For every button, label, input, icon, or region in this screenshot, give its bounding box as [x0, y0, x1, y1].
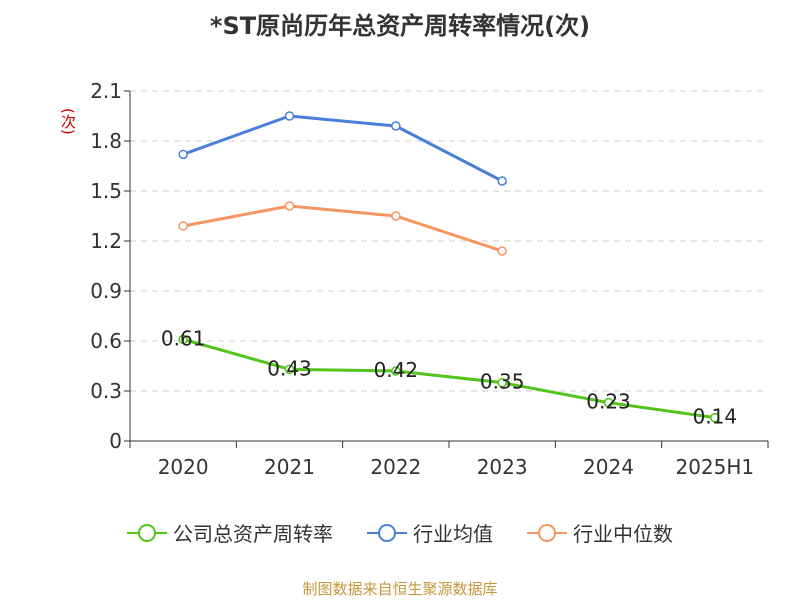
series-line-0: [182, 337, 716, 420]
data-point: [497, 377, 507, 388]
data-label: 0.23: [586, 390, 631, 414]
data-source: 制图数据来自恒生聚源数据库: [302, 580, 498, 598]
data-label: 0.42: [374, 358, 419, 382]
chart-title: *ST原尚历年总资产周转率情况(次): [209, 12, 591, 40]
data-label: 0.43: [267, 356, 312, 380]
y-axis-label: (次): [59, 108, 77, 135]
y-tick-label: 0.9: [90, 279, 122, 303]
data-point: [178, 149, 188, 160]
data-point: [391, 366, 401, 376]
data-point: [497, 246, 507, 256]
y-tick-label: 0.3: [90, 379, 122, 403]
y-tick-label: 2.1: [90, 79, 122, 103]
y-tick-label: 1.2: [90, 229, 122, 253]
legend-marker-icon: [527, 523, 567, 542]
data-point: [497, 176, 507, 186]
x-tick-label: 2021: [264, 455, 315, 479]
data-point: [603, 397, 614, 408]
legend-marker-icon: [127, 523, 167, 542]
legend-item[interactable]: 行业均值: [367, 518, 493, 547]
series-line-1: [182, 114, 503, 183]
data-label: 0.14: [693, 405, 738, 429]
x-tick-label: 2024: [583, 455, 634, 479]
legend-item[interactable]: 公司总资产周转率: [127, 518, 333, 547]
legend-label: 公司总资产周转率: [173, 522, 333, 546]
y-tick-label: 1.8: [90, 129, 122, 153]
data-point: [710, 412, 720, 423]
data-point: [178, 334, 188, 345]
y-tick-label: 0: [109, 429, 122, 453]
legend-label: 行业中位数: [573, 522, 673, 546]
y-tick-label: 0.6: [90, 329, 122, 353]
x-tick-label: 2025H1: [675, 455, 754, 479]
data-point: [178, 221, 188, 231]
legend-marker-icon: [367, 523, 407, 542]
legend-label: 行业均值: [413, 522, 493, 546]
data-label: 0.61: [161, 326, 206, 350]
legend: 公司总资产周转率 行业均值 行业中位数: [0, 518, 800, 547]
data-point: [284, 201, 295, 211]
y-tick-label: 1.5: [90, 179, 122, 203]
x-tick-label: 2022: [370, 455, 421, 479]
data-point: [284, 111, 295, 121]
x-tick-label: 2020: [158, 455, 209, 479]
legend-item[interactable]: 行业中位数: [527, 518, 673, 547]
data-point: [391, 211, 401, 221]
data-point: [284, 364, 295, 375]
x-tick-label: 2023: [477, 455, 528, 479]
data-label: 0.35: [480, 370, 525, 394]
series-line-2: [182, 204, 503, 253]
data-point: [391, 121, 401, 131]
